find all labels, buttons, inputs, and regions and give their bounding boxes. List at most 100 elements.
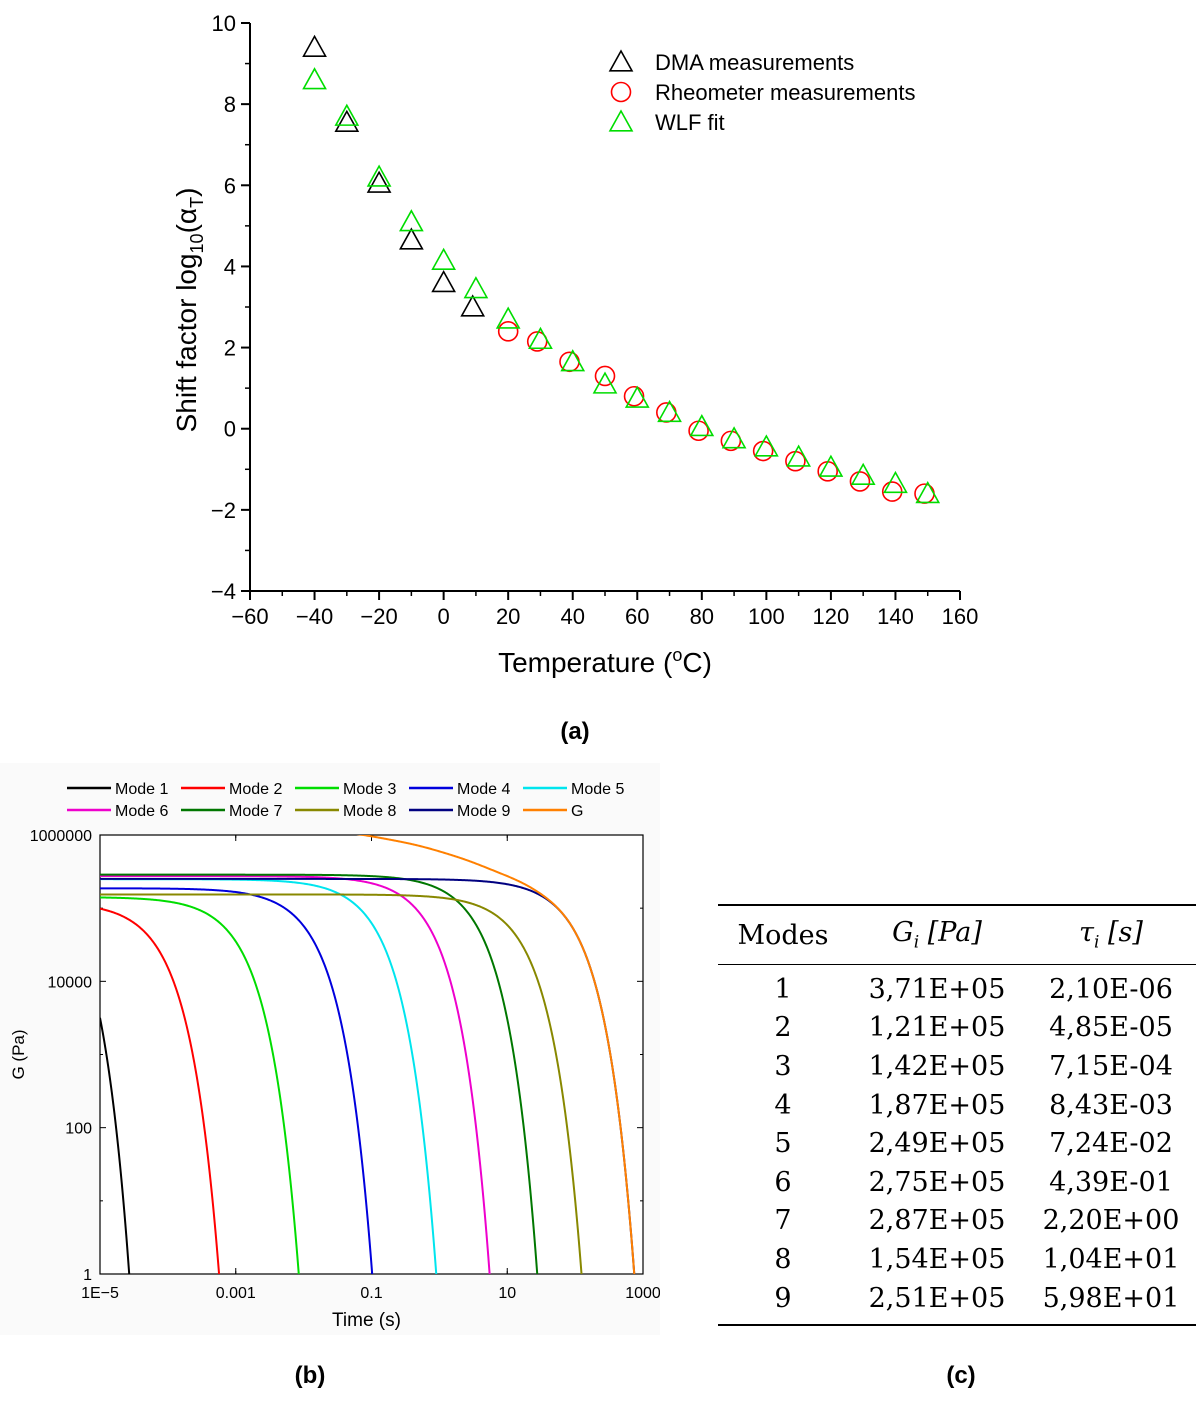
y-tick-label: −4	[211, 579, 236, 604]
x-tick-label: 80	[690, 604, 714, 629]
legend-label: Mode 4	[457, 781, 510, 798]
y-tick-label: 6	[224, 173, 236, 198]
data-point	[850, 462, 876, 485]
data-point	[460, 294, 486, 317]
legend-label: Mode 5	[571, 781, 624, 798]
data-point	[302, 34, 327, 57]
x-tick-label: 160	[942, 604, 979, 629]
table-cell: 6	[774, 1166, 792, 1198]
legend-label: Mode 2	[229, 781, 282, 798]
series-wlf-fit	[302, 67, 941, 504]
series-line-mode-6	[100, 875, 491, 1274]
header-gi: Gi [Pa]	[892, 917, 982, 953]
x-tick-label: 0	[438, 604, 450, 629]
table-row: 6 2,75E+05 4,39E-01	[718, 1163, 1196, 1202]
data-point	[624, 385, 650, 408]
data-point	[366, 170, 392, 193]
legend-label: Mode 9	[457, 803, 510, 820]
plot-frame	[99, 834, 644, 1275]
y-tick-label: 10	[212, 11, 236, 36]
data-point	[915, 480, 941, 504]
table-row: 2 1,21E+05 4,85E-05	[718, 1009, 1196, 1048]
legend-label: WLF fit	[655, 110, 725, 135]
x-tick-label: 20	[496, 604, 520, 629]
data-point	[689, 414, 715, 437]
x-axis-title: Time (s)	[332, 1310, 401, 1331]
header-tau: τi [s]	[1079, 917, 1143, 953]
table-row: 9 2,51E+05 5,98E+01	[718, 1279, 1196, 1318]
data-point	[560, 349, 586, 372]
table-cell: 7,24E-02	[1049, 1128, 1173, 1160]
table-cell: 2	[774, 1012, 792, 1044]
y-axis-title: G (Pa)	[9, 1029, 28, 1079]
table-cell: 7	[774, 1205, 792, 1237]
legend-label: Mode 7	[229, 803, 282, 820]
y-axis-title: Shift factor log10(αT)	[171, 188, 207, 433]
data-point	[366, 164, 392, 187]
caption-c: (c)	[946, 1362, 976, 1389]
x-tick-label: 100	[748, 604, 785, 629]
series-line-mode-4	[100, 887, 374, 1274]
table-cell: 1,54E+05	[868, 1243, 1006, 1275]
table-cell: 5	[774, 1128, 792, 1160]
table-cell: 2,49E+05	[868, 1128, 1006, 1160]
data-point	[883, 470, 908, 494]
legend-label: Mode 8	[343, 803, 396, 820]
table-cell: 1,04E+01	[1042, 1243, 1180, 1275]
x-tick-label: 0.1	[360, 1285, 382, 1302]
data-point	[495, 306, 521, 329]
shift-factor-chart: −60 −40 −20 0 20 40 60 80 100 120 140 160−4−2024681…	[0, 0, 1200, 700]
series-line-mode-1	[100, 1017, 131, 1274]
data-point	[399, 209, 424, 232]
data-point	[431, 247, 456, 270]
table-row: 7 2,87E+05 2,20E+00	[718, 1202, 1196, 1241]
table-cell: 3	[774, 1050, 792, 1082]
series-dma-measurements	[302, 34, 486, 317]
y-tick-label: 1	[83, 1267, 92, 1284]
table-row: 1 3,71E+05 2,10E-06	[718, 970, 1196, 1009]
shift-factor-plot-area: −60 −40 −20 0 20 40 60 80 100 120 140 160−4−2024681…	[211, 11, 978, 629]
x-axis-title: Temperature (oC)	[498, 645, 712, 678]
caption-b: (b)	[294, 1362, 326, 1389]
data-point	[721, 426, 747, 449]
y-tick-label: 1000000	[30, 828, 92, 845]
legend: DMA measurements Rheometer measurements WL…	[608, 49, 915, 135]
data-point	[849, 471, 871, 492]
x-tick-label: 1E−5	[81, 1285, 119, 1302]
data-point	[334, 109, 360, 132]
relaxation-plot-area: 1E−5 0.001 0.1 10 1000 1 100 10000 1000000 Time (…	[9, 781, 660, 1331]
table-cell: 1,21E+05	[868, 1012, 1006, 1044]
y-tick-label: 8	[224, 92, 236, 117]
data-point	[754, 434, 779, 457]
table-row: 4 1,87E+05 8,43E-03	[718, 1086, 1196, 1125]
x-tick-label: 1000	[625, 1285, 660, 1302]
modes-table: Modes Gi [Pa] τi [s] 1 3,71E+05 2,10E-06 2 1…	[718, 904, 1196, 1327]
data-point	[334, 103, 360, 126]
table-row: 8 1,54E+05 1,04E+01	[718, 1240, 1196, 1279]
x-tick-label: 140	[877, 604, 914, 629]
table-top-rule	[718, 904, 1196, 906]
table-cell: 4	[774, 1089, 792, 1121]
table-cell: 1	[774, 973, 792, 1005]
table-cell: 7,15E-04	[1049, 1050, 1173, 1082]
legend-label: DMA measurements	[655, 50, 854, 75]
table-cell: 4,85E-05	[1049, 1012, 1173, 1044]
table-cell: 4,39E-01	[1049, 1166, 1173, 1198]
data-point	[528, 326, 553, 350]
legend-label: G	[571, 803, 583, 820]
y-tick-label: 100	[65, 1121, 92, 1138]
x-tick-label: 0.001	[216, 1285, 256, 1302]
legend-label: Mode 1	[115, 781, 168, 798]
legend-label: Rheometer measurements	[655, 80, 915, 105]
x-tick-label: −60	[231, 604, 268, 629]
data-point	[720, 430, 742, 452]
table-cell: 2,87E+05	[868, 1205, 1006, 1237]
table-cell: 2,75E+05	[868, 1166, 1006, 1198]
data-point	[399, 227, 424, 250]
table-cell: 8	[774, 1243, 792, 1275]
x-tick-label: −40	[296, 604, 333, 629]
legend-marker	[608, 49, 634, 72]
y-tick-label: 10000	[48, 974, 93, 991]
data-point	[818, 454, 844, 477]
table-cell: 2,10E-06	[1049, 973, 1173, 1005]
